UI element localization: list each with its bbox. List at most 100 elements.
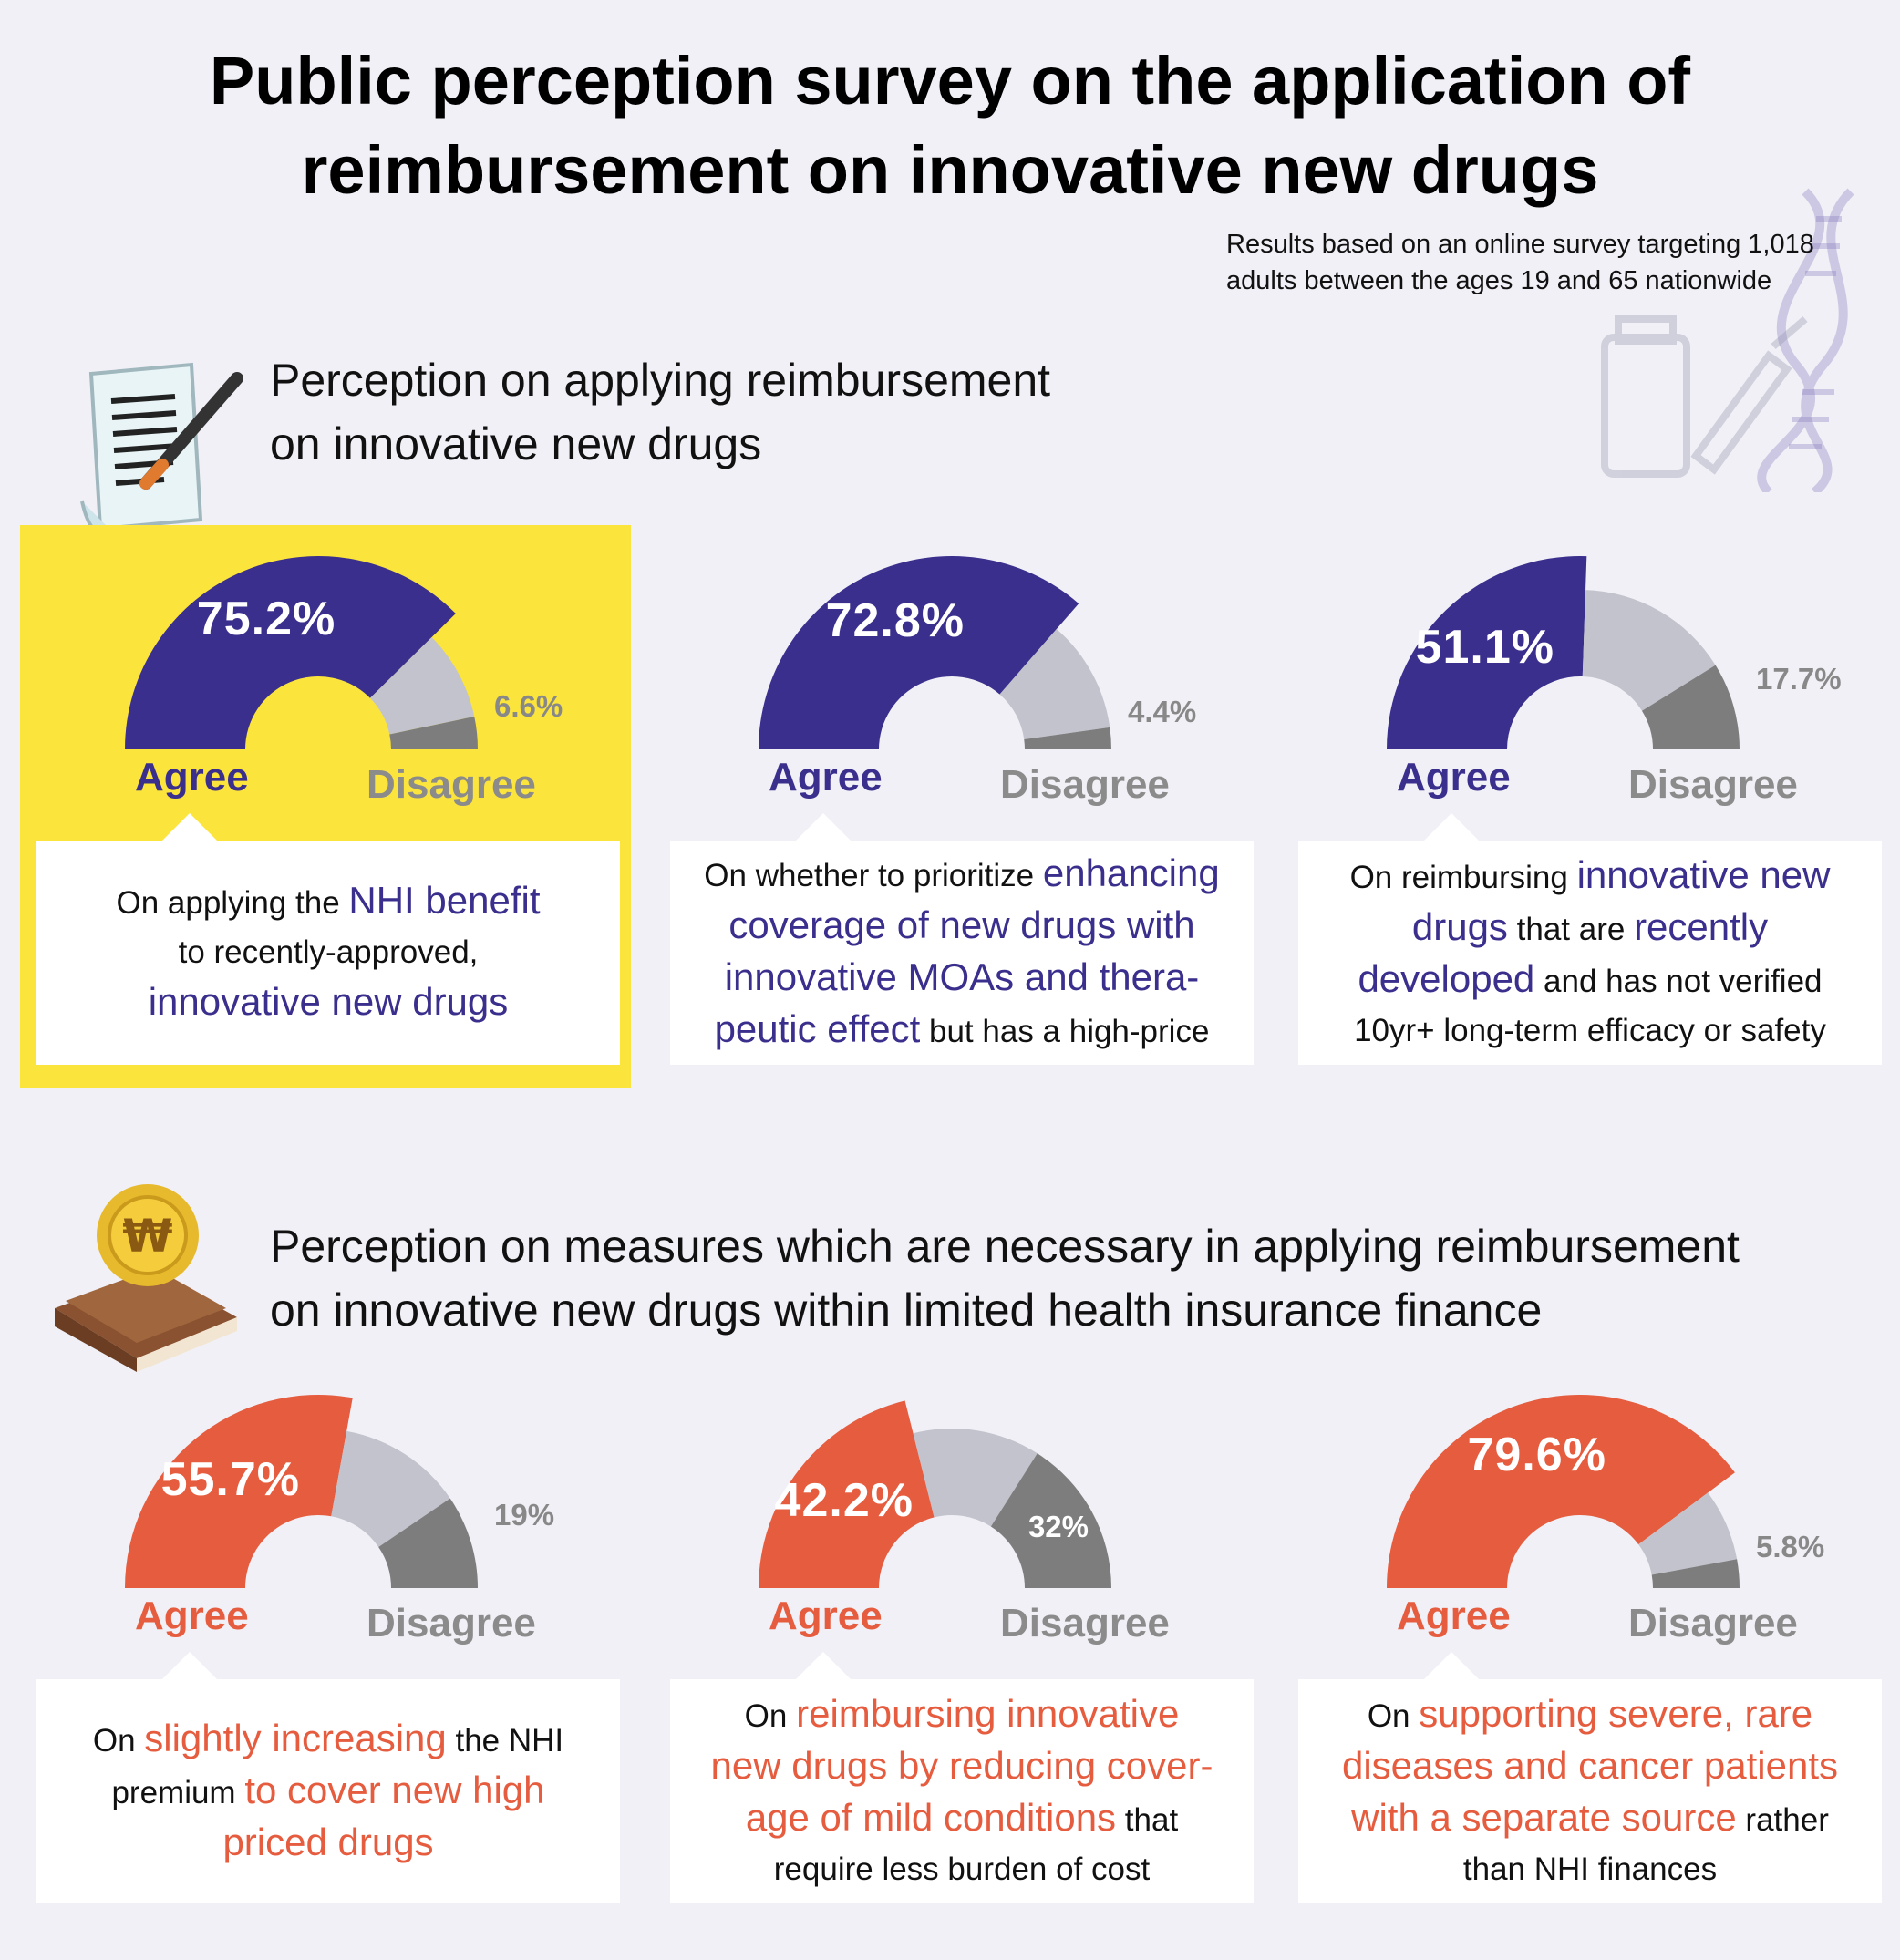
survey-note-line-1: Results based on an online survey target…: [1226, 230, 1814, 259]
title-line-1: Public perception survey on the applicat…: [209, 43, 1691, 119]
coin-book-icon: ₩: [55, 1184, 237, 1372]
neutral-segment: [1582, 590, 1716, 711]
description-plain: On whether to prioritize: [704, 858, 1043, 893]
description-plain: On applying the: [116, 885, 349, 921]
description-box: On whether to prioritize enhancing covera…: [670, 841, 1254, 1065]
agree-segment: [1387, 1395, 1735, 1588]
title-line-2: reimbursement on innovative new drugs: [301, 132, 1599, 208]
description-plain: On: [92, 1722, 145, 1759]
description-highlight: with a separate source: [1351, 1795, 1737, 1839]
disagree-label: Disagree: [367, 1601, 536, 1645]
description-highlight: innovative MOAs and thera-: [724, 955, 1200, 998]
disagree-segment: [1024, 727, 1111, 749]
disagree-label: Disagree: [1628, 762, 1798, 807]
agree-label: Agree: [1397, 1594, 1511, 1638]
agree-percentage: 75.2%: [196, 593, 336, 646]
agree-percentage: 79.6%: [1467, 1428, 1606, 1481]
description-plain: and has not verified: [1534, 963, 1823, 999]
description-highlight: new drugs by reducing cover-: [710, 1743, 1213, 1787]
neutral-segment: [331, 1430, 450, 1548]
description-plain: rather: [1736, 1801, 1829, 1838]
description-text: On applying the NHI benefit to recently-a…: [116, 876, 540, 1029]
description-text: On reimbursing innovative new drugs by re…: [711, 1689, 1213, 1894]
description-plain: than NHI finances: [1462, 1851, 1718, 1887]
description-plain: On reimbursing: [1349, 859, 1577, 895]
neutral-segment: [999, 629, 1110, 739]
description-highlight: peutic effect: [714, 1007, 921, 1050]
disagree-segment: [1641, 665, 1740, 749]
description-highlight: age of mild conditions: [745, 1795, 1117, 1839]
section1-title-line-2: on innovative new drugs: [270, 418, 762, 469]
survey-note-line-2: adults between the ages 19 and 65 nation…: [1226, 266, 1772, 295]
disagree-percentage: 6.6%: [494, 688, 563, 723]
disagree-percentage: 32%: [1027, 1509, 1089, 1543]
agree-segment: [1387, 556, 1587, 749]
description-plain: but has a high-price: [920, 1014, 1210, 1049]
description-highlight: supporting severe, rare: [1419, 1691, 1813, 1735]
description-box: On supporting severe, rare diseases and c…: [1298, 1679, 1882, 1903]
disagree-label: Disagree: [1000, 762, 1170, 807]
neutral-segment: [1638, 1492, 1738, 1575]
callout-notch: [1424, 813, 1479, 841]
dna-vial-syringe-icon: [1601, 188, 1854, 492]
disagree-label: Disagree: [1000, 1601, 1170, 1645]
callout-notch: [162, 813, 217, 841]
callout-notch: [796, 813, 851, 841]
disagree-percentage: 5.8%: [1756, 1530, 1825, 1564]
won-symbol: ₩: [122, 1210, 172, 1263]
description-highlight: enhancing: [1042, 851, 1220, 894]
description-plain: the NHI: [446, 1722, 564, 1759]
callout-notch: [162, 1652, 217, 1679]
description-plain: to recently-approved,: [178, 934, 479, 970]
section2-title-line-1: Perception on measures which are necessa…: [270, 1221, 1740, 1272]
agree-label: Agree: [135, 755, 249, 799]
description-text: On slightly increasing the NHI premium to…: [93, 1714, 563, 1870]
agree-label: Agree: [769, 755, 883, 799]
description-plain: premium: [111, 1774, 245, 1810]
callout-notch: [796, 1652, 851, 1679]
page-title: Public perception survey on the applicat…: [0, 36, 1900, 215]
description-plain: that are: [1507, 911, 1635, 947]
agree-label: Agree: [769, 1594, 883, 1638]
disagree-segment: [1651, 1559, 1740, 1588]
description-highlight: coverage of new drugs with: [728, 903, 1195, 946]
description-box: On reimbursing innovative new drugs that …: [1298, 841, 1882, 1065]
agree-label: Agree: [1397, 755, 1511, 799]
survey-note: Results based on an online survey target…: [1226, 226, 1814, 299]
description-text: On reimbursing innovative new drugs that …: [1350, 851, 1831, 1056]
description-highlight: innovative new drugs: [148, 980, 509, 1023]
agree-segment: [125, 1395, 353, 1588]
description-highlight: innovative new: [1576, 852, 1831, 896]
description-highlight: drugs: [1411, 904, 1508, 948]
disagree-percentage: 4.4%: [1128, 694, 1197, 728]
description-plain: that: [1116, 1801, 1179, 1838]
description-highlight: developed: [1358, 956, 1535, 1000]
callout-notch: [1424, 1652, 1479, 1679]
agree-segment: [759, 1400, 935, 1588]
description-box: On slightly increasing the NHI premium to…: [36, 1679, 620, 1903]
disagree-segment: [378, 1498, 478, 1588]
disagree-label: Disagree: [1628, 1601, 1798, 1645]
neutral-segment: [369, 637, 475, 735]
agree-label: Agree: [135, 1594, 249, 1638]
description-highlight: slightly increasing: [144, 1716, 447, 1759]
description-text: On supporting severe, rare diseases and c…: [1342, 1689, 1838, 1894]
agree-segment: [125, 556, 456, 749]
description-highlight: recently: [1634, 904, 1769, 948]
description-plain: On: [1367, 1697, 1420, 1734]
disagree-segment: [389, 716, 478, 749]
description-highlight: NHI benefit: [348, 879, 541, 922]
description-box: On applying the NHI benefit to recently-a…: [36, 841, 620, 1065]
section2-title: Perception on measures which are necessa…: [270, 1214, 1740, 1342]
section1-title-line-1: Perception on applying reimbursement: [270, 355, 1051, 406]
description-highlight: diseases and cancer patients: [1341, 1743, 1838, 1787]
section2-title-line-2: on innovative new drugs within limited h…: [270, 1284, 1543, 1336]
description-plain: On: [744, 1697, 797, 1734]
disagree-label: Disagree: [367, 762, 536, 807]
disagree-percentage: 17.7%: [1756, 661, 1842, 696]
description-plain: require less burden of cost: [773, 1851, 1151, 1887]
agree-percentage: 42.2%: [774, 1473, 914, 1527]
